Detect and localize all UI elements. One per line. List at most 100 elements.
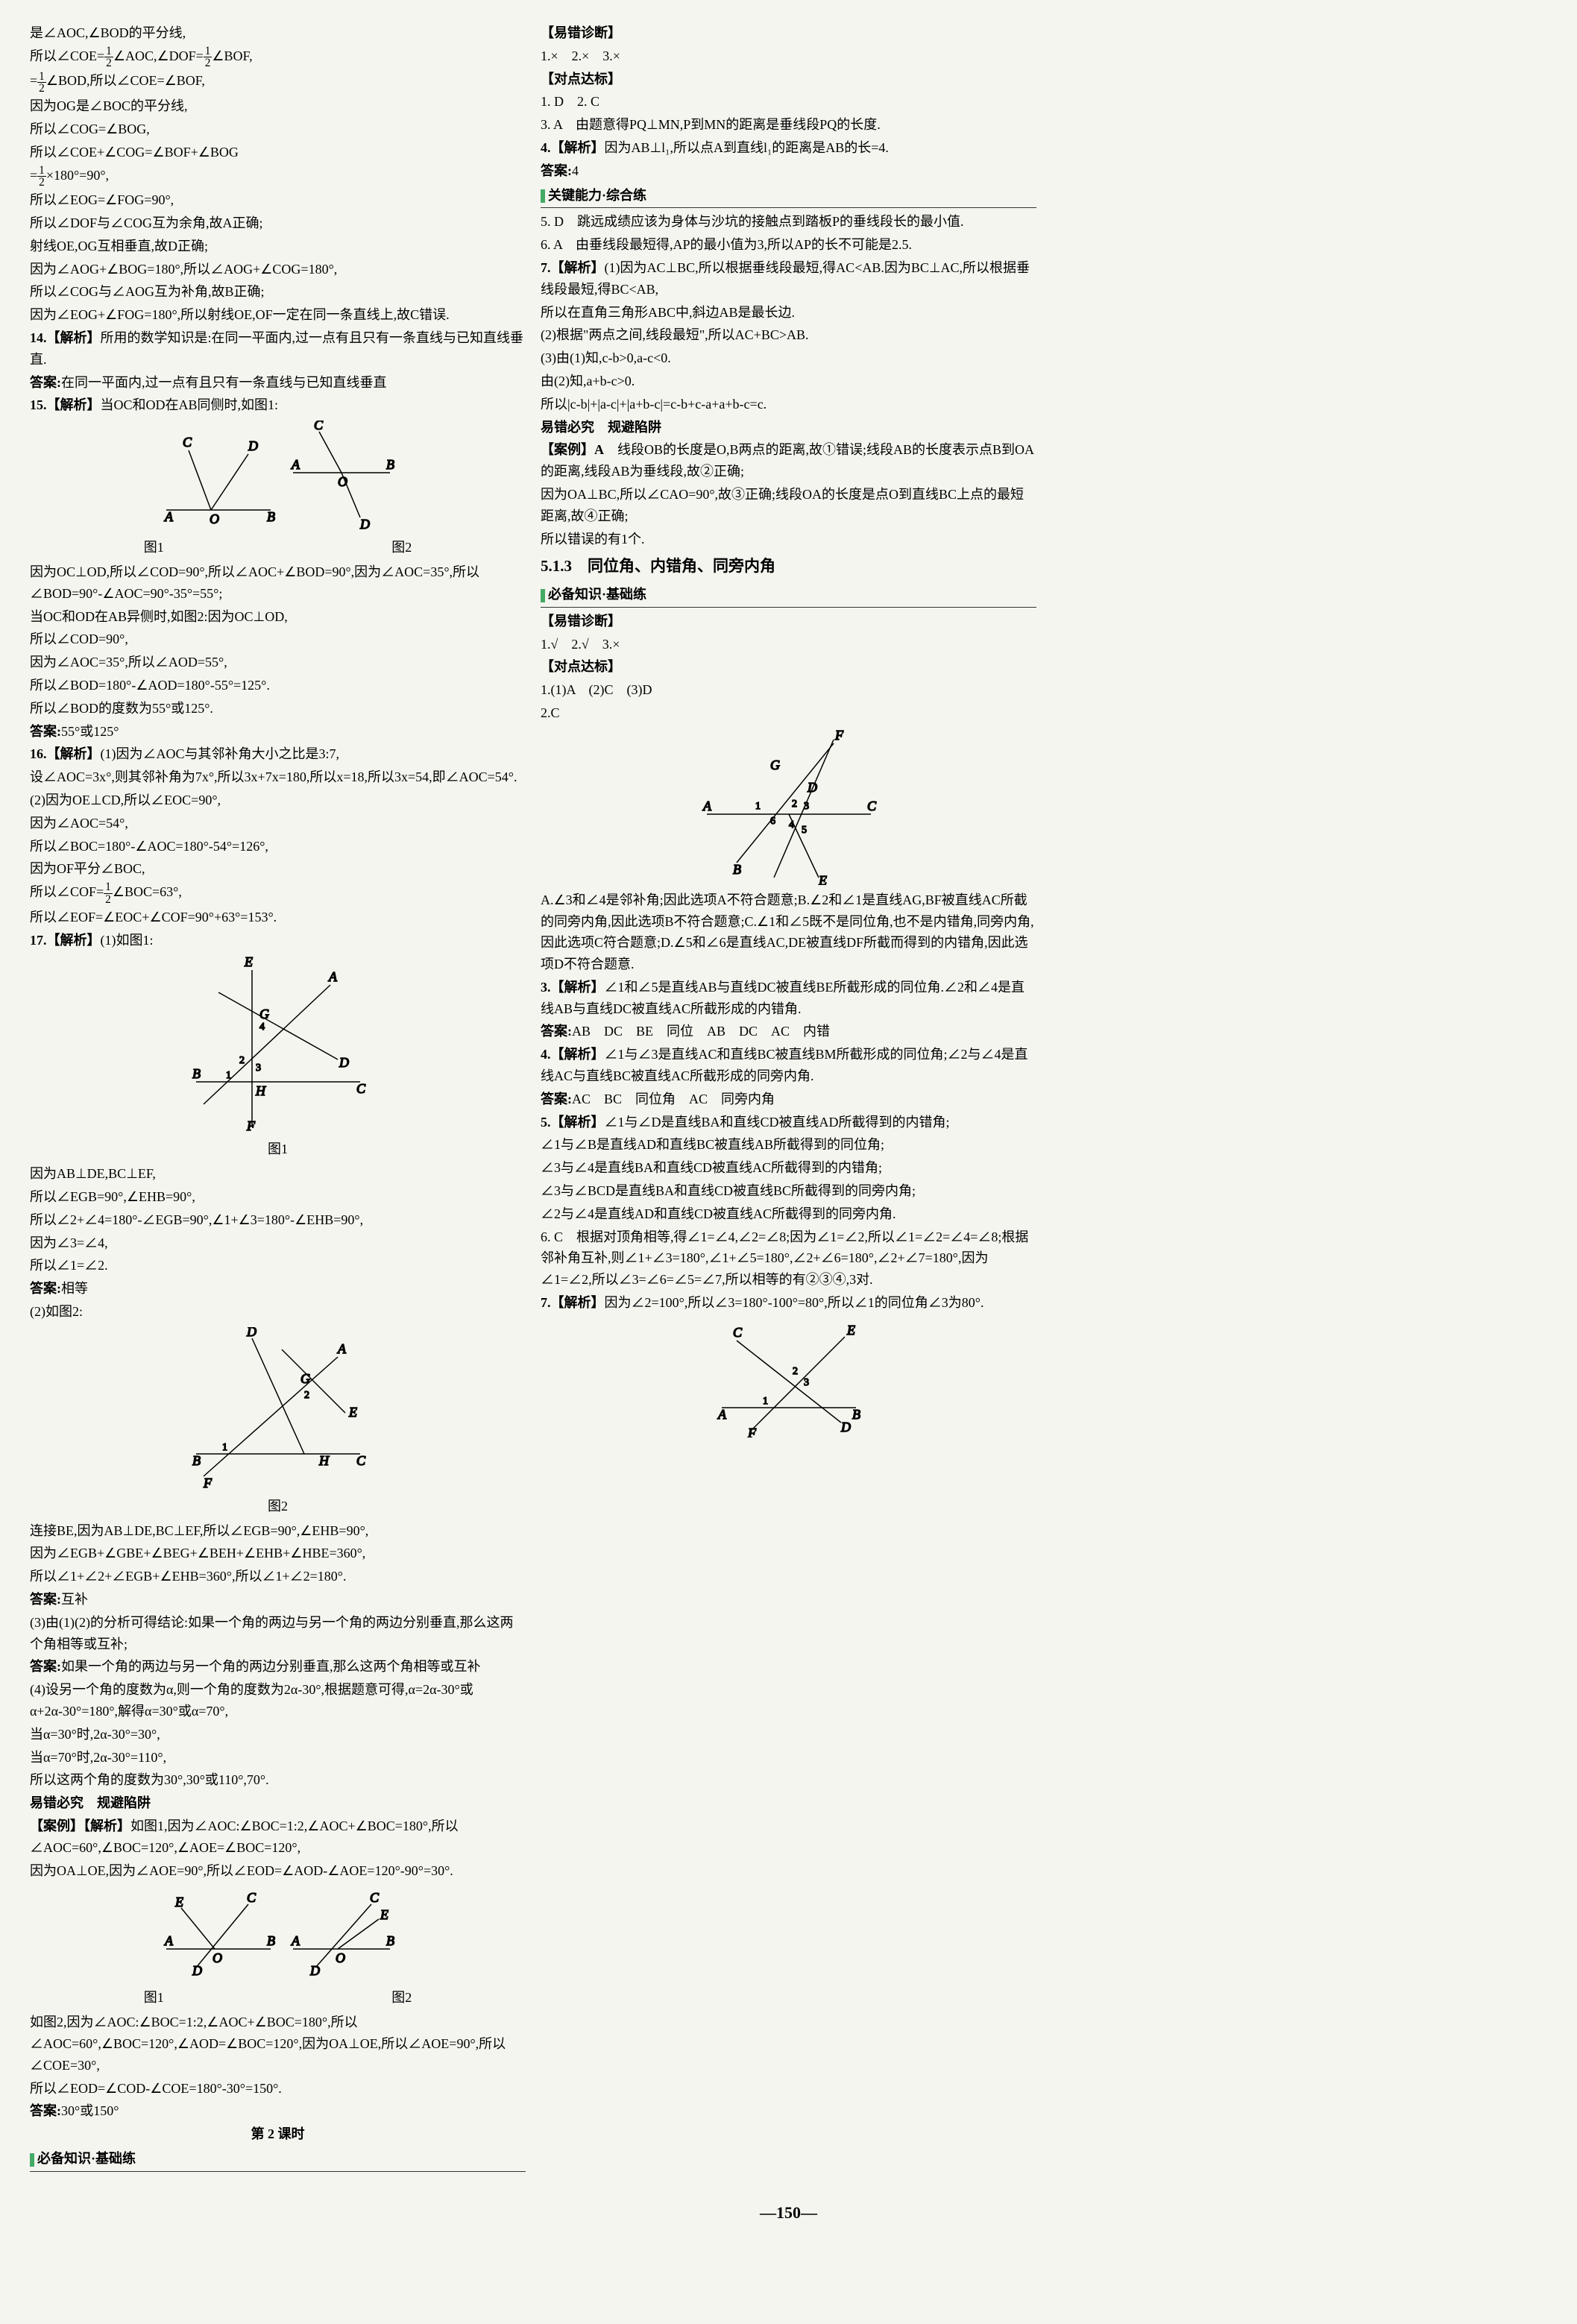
svg-text:A: A [164, 509, 174, 524]
answer: 答案:AB DC BE 同位 AB DC AC 内错 [541, 1021, 1036, 1042]
text-line: 6. A 由垂线段最短得,AP的最小值为3,所以AP的长不可能是2.5. [541, 234, 1036, 256]
svg-text:D: D [248, 438, 258, 453]
svg-text:1: 1 [763, 1396, 768, 1407]
svg-text:F: F [203, 1476, 213, 1490]
subsection: 必备知识·基础练 [30, 2148, 526, 2172]
text-line: (4)设另一个角的度数为α,则一个角的度数为2α-30°,根据题意可得,α=2α… [30, 1679, 526, 1722]
svg-text:O: O [210, 511, 219, 526]
caseA: 【案例】A 线段OB的长度是O,B两点的距离,故①错误;线段AB的长度表示点B到… [541, 439, 1036, 482]
figure-15: A O B C D A O B C D 图1 图2 [30, 421, 526, 558]
svg-text:A: A [717, 1407, 727, 1422]
svg-text:B: B [192, 1066, 201, 1081]
text-line: 所以∠COD=90°, [30, 629, 526, 650]
svg-text:C: C [370, 1890, 380, 1905]
svg-text:B: B [733, 862, 741, 877]
text-line: 因为OA⊥BC,所以∠CAO=90°,故③正确;线段OA的长度是点O到直线BC上… [541, 484, 1036, 527]
text-line: 连接BE,因为AB⊥DE,BC⊥EF,所以∠EGB=90°,∠EHB=90°, [30, 1520, 526, 1542]
text-line: 射线OE,OG互相垂直,故D正确; [30, 236, 526, 257]
heading: 【对点达标】 [541, 69, 1036, 90]
text-line: (2)根据"两点之间,线段最短",所以AC+BC>AB. [541, 324, 1036, 346]
text-line: 所以∠EOD=∠COD-∠COE=180°-30°=150°. [30, 2078, 526, 2100]
answer: 答案:AC BC 同位角 AC 同旁内角 [541, 1089, 1036, 1110]
subsection: 关键能力·综合练 [541, 185, 1036, 209]
svg-text:D: D [359, 517, 370, 532]
svg-text:A: A [291, 457, 300, 472]
section-title: 5.1.3 同位角、内错角、同旁内角 [541, 554, 1036, 579]
text-line: 1.(1)A (2)C (3)D [541, 679, 1036, 701]
svg-text:1: 1 [755, 801, 761, 812]
text-line: 所以∠EGB=90°,∠EHB=90°, [30, 1186, 526, 1208]
svg-text:C: C [314, 421, 324, 432]
svg-text:F: F [246, 1118, 256, 1133]
text-line: 1.× 2.× 3.× [541, 45, 1036, 67]
svg-text:E: E [818, 873, 827, 885]
text-line: 因为∠3=∠4, [30, 1232, 526, 1254]
text-line: 因为∠AOG+∠BOG=180°,所以∠AOG+∠COG=180°, [30, 259, 526, 280]
svg-text:2: 2 [792, 799, 797, 810]
text-line: 所以在直角三角形ABC中,斜边AB是最长边. [541, 302, 1036, 324]
svg-text:B: B [267, 1933, 275, 1948]
svg-text:B: B [852, 1407, 860, 1422]
section-heading: 易错必究 规避陷阱 [541, 417, 1036, 438]
text-line: 当α=70°时,2α-30°=110°, [30, 1747, 526, 1769]
answer: 答案:30°或150° [30, 2100, 526, 2122]
text-line: 所以这两个角的度数为30°,30°或110°,70°. [30, 1769, 526, 1791]
q14-answer: 答案:在同一平面内,过一点有且只有一条直线与已知直线垂直 [30, 372, 526, 394]
text-line: (3)由(1)(2)的分析可得结论:如果一个角的两边与另一个角的两边分别垂直,那… [30, 1612, 526, 1655]
figure-q2: A C F G D E B 1 2 3 4 5 6 [541, 728, 1036, 885]
svg-text:A: A [164, 1933, 174, 1948]
svg-text:2: 2 [304, 1390, 309, 1401]
text-line: 2.C [541, 702, 1036, 724]
q7: 7.【解析】(1)因为AC⊥BC,所以根据垂线段最短,得AC<AB.因为BC⊥A… [541, 257, 1036, 300]
svg-text:B: B [267, 509, 275, 524]
text-line: =12∠BOD,所以∠COE=∠BOF, [30, 70, 526, 94]
svg-text:C: C [183, 435, 192, 450]
text-line: A.∠3和∠4是邻补角;因此选项A不符合题意;B.∠2和∠1是直线AG,BF被直… [541, 889, 1036, 975]
answer: 答案:相等 [30, 1278, 526, 1300]
svg-text:D: D [339, 1055, 349, 1070]
svg-text:A: A [337, 1341, 347, 1356]
text-line: =12×180°=90°, [30, 165, 526, 189]
page-number: —150— [30, 2199, 1547, 2226]
bar-icon [30, 2153, 34, 2167]
fig-label: 图1 [144, 537, 164, 558]
text-line: 所以∠EOG=∠FOG=90°, [30, 189, 526, 211]
svg-text:4: 4 [789, 819, 794, 831]
svg-text:2: 2 [793, 1366, 798, 1377]
text-line: 1.√ 2.√ 3.× [541, 634, 1036, 655]
fig-label: 图2 [30, 1496, 526, 1517]
svg-text:C: C [356, 1453, 366, 1468]
heading: 【易错诊断】 [541, 611, 1036, 632]
text-line: 所以∠2+∠4=180°-∠EGB=90°,∠1+∠3=180°-∠EHB=90… [30, 1209, 526, 1231]
text-line: 当α=30°时,2α-30°=30°, [30, 1724, 526, 1745]
svg-text:F: F [747, 1426, 757, 1437]
svg-text:G: G [259, 1007, 269, 1021]
text-line: ∠3与∠BCD是直线BA和直线CD被直线BC所截得到的同旁内角; [541, 1180, 1036, 1202]
text-line: 因为∠AOC=35°,所以∠AOD=55°, [30, 652, 526, 673]
svg-text:H: H [318, 1453, 330, 1468]
text-line: 因为OA⊥OE,因为∠AOE=90°,所以∠EOD=∠AOD-∠AOE=120°… [30, 1860, 526, 1882]
text-line: 因为∠EGB+∠GBE+∠BEG+∠BEH+∠EHB+∠HBE=360°, [30, 1543, 526, 1564]
heading: 【易错诊断】 [541, 22, 1036, 44]
text-line: 因为OF平分∠BOC, [30, 858, 526, 880]
q5: 5.【解析】∠1与∠D是直线BA和直线CD被直线AD所截得到的内错角; [541, 1112, 1036, 1133]
fig-label: 图2 [391, 537, 412, 558]
svg-text:B: B [386, 1933, 394, 1948]
text-line: 5. D 跳远成绩应该为身体与沙坑的接触点到踏板P的垂线段长的最小值. [541, 211, 1036, 233]
svg-text:D: D [192, 1963, 202, 1978]
svg-text:H: H [255, 1083, 266, 1098]
text-line: 1. D 2. C [541, 91, 1036, 113]
q16: 16.【解析】(1)因为∠AOC与其邻补角大小之比是3:7, [30, 743, 526, 765]
text-line: 因为∠AOC=54°, [30, 813, 526, 834]
answer: 答案:互补 [30, 1589, 526, 1610]
q4: 4.【解析】∠1与∠3是直线AC和直线BC被直线BM所截形成的同位角;∠2与∠4… [541, 1044, 1036, 1087]
text-line: 所以∠COG与∠AOG互为补角,故B正确; [30, 281, 526, 303]
text-line: 所以∠COG=∠BOG, [30, 119, 526, 140]
svg-text:O: O [338, 474, 347, 489]
text-line: 如图2,因为∠AOC:∠BOC=1:2,∠AOC+∠BOC=180°,所以∠AO… [30, 2012, 526, 2076]
text-line: ∠1与∠B是直线AD和直线BC被直线AB所截得到的同位角; [541, 1134, 1036, 1156]
answer: 答案:如果一个角的两边与另一个角的两边分别垂直,那么这两个角相等或互补 [30, 1656, 526, 1678]
fig-label: 图1 [144, 1987, 164, 2009]
svg-text:2: 2 [239, 1055, 245, 1066]
svg-text:C: C [356, 1081, 366, 1096]
